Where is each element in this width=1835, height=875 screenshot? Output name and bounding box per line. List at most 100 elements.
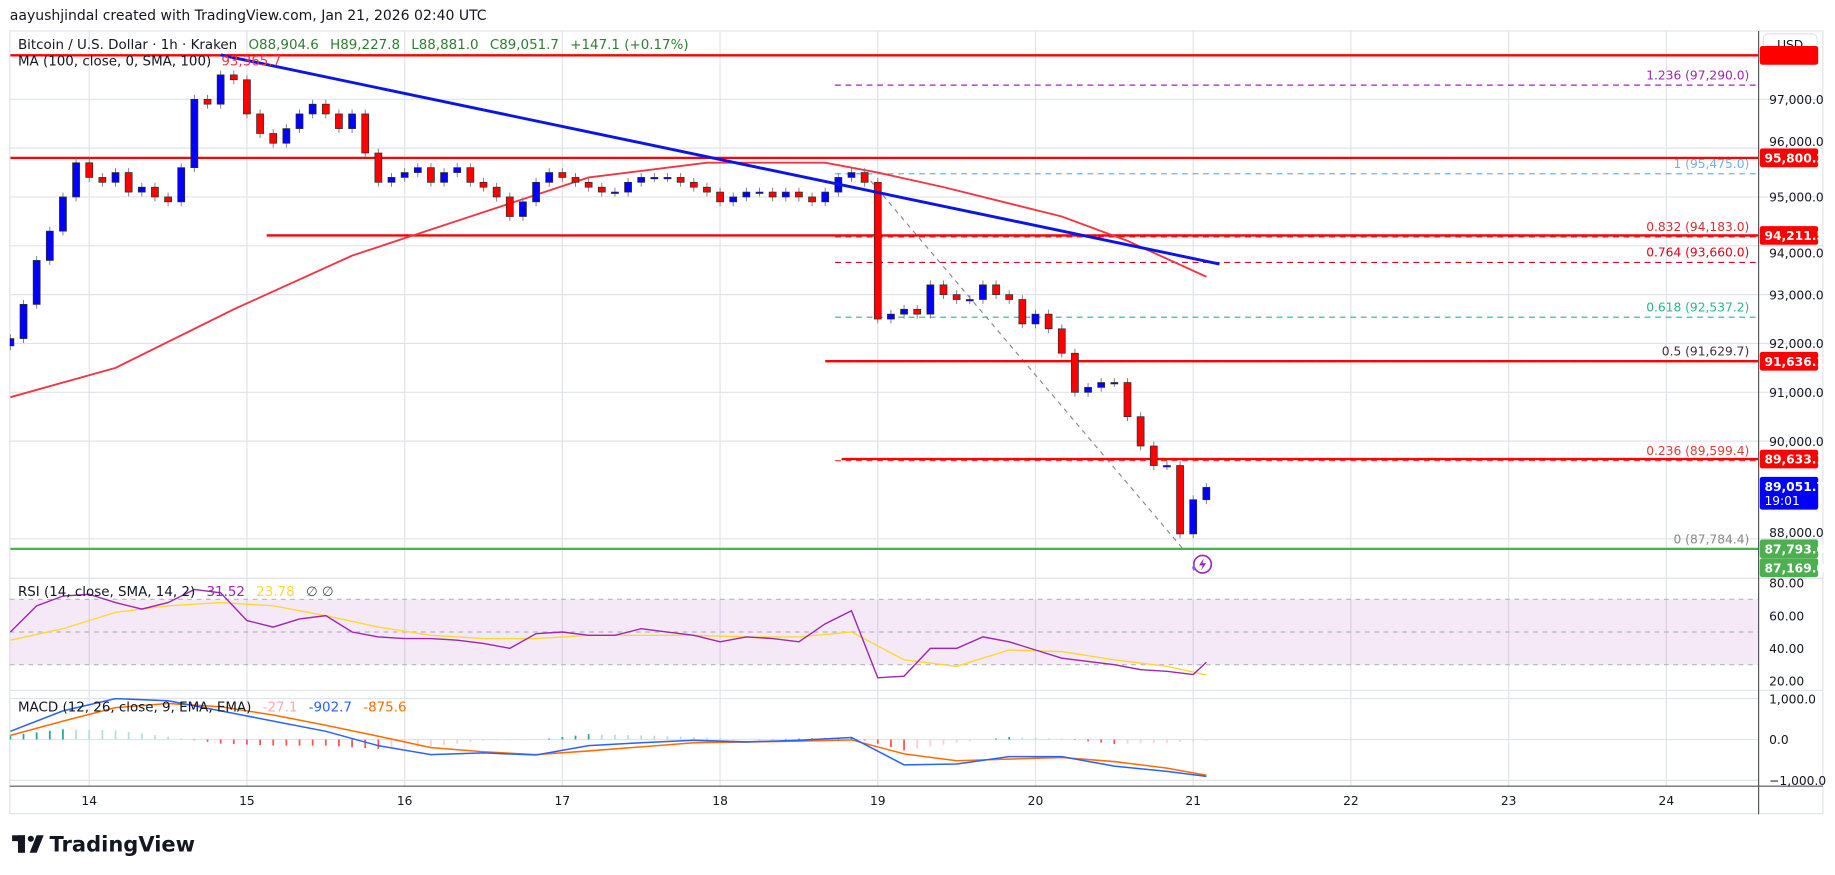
candle[interactable] bbox=[151, 182, 159, 202]
candle[interactable] bbox=[597, 182, 606, 197]
candle[interactable] bbox=[413, 163, 422, 177]
candle[interactable] bbox=[321, 99, 330, 119]
candle[interactable] bbox=[243, 75, 251, 119]
candle[interactable] bbox=[256, 109, 264, 138]
candle[interactable] bbox=[979, 280, 987, 304]
candle[interactable] bbox=[85, 158, 94, 182]
candle[interactable] bbox=[1176, 461, 1184, 539]
candle[interactable] bbox=[374, 148, 383, 187]
candle[interactable] bbox=[479, 177, 488, 192]
candle[interactable] bbox=[124, 168, 133, 197]
candle[interactable] bbox=[952, 290, 961, 304]
candle[interactable] bbox=[1149, 441, 1158, 470]
lightning-alert-icon[interactable] bbox=[1192, 554, 1213, 574]
candle[interactable] bbox=[1071, 348, 1079, 397]
candle[interactable] bbox=[1202, 483, 1211, 505]
candle[interactable] bbox=[768, 187, 777, 202]
candle[interactable] bbox=[900, 304, 908, 319]
macd-pane[interactable] bbox=[9, 697, 1208, 778]
candle[interactable] bbox=[282, 124, 291, 148]
candle[interactable] bbox=[137, 182, 146, 197]
candle[interactable] bbox=[887, 309, 895, 324]
candle[interactable] bbox=[45, 226, 54, 265]
candle[interactable] bbox=[795, 187, 803, 202]
trendline[interactable] bbox=[220, 53, 1220, 266]
candle[interactable] bbox=[1044, 309, 1053, 334]
candle[interactable] bbox=[716, 187, 724, 207]
candle[interactable] bbox=[926, 280, 935, 319]
symbol-legend[interactable]: Bitcoin / U.S. Dollar · 1h · Kraken O88,… bbox=[18, 38, 689, 53]
candle[interactable] bbox=[1136, 412, 1145, 451]
candle[interactable] bbox=[400, 168, 409, 182]
candle[interactable] bbox=[611, 187, 619, 197]
candle[interactable] bbox=[1097, 378, 1106, 392]
candle[interactable] bbox=[847, 168, 856, 182]
candle[interactable] bbox=[1123, 378, 1132, 422]
candle[interactable] bbox=[269, 129, 278, 148]
price-pane[interactable]: 1.236 (97,290.0) 1 (95,475.0) 0.832 (94,18… bbox=[7, 53, 1759, 551]
candle[interactable] bbox=[584, 177, 593, 192]
candle[interactable] bbox=[466, 163, 475, 187]
candle[interactable] bbox=[111, 168, 120, 187]
candle[interactable] bbox=[624, 177, 632, 197]
candle[interactable] bbox=[453, 163, 462, 177]
candle[interactable] bbox=[335, 109, 343, 133]
rsi-legend[interactable]: RSI (14, close, SMA, 14, 2) 31.52 23.78 … bbox=[18, 585, 334, 600]
candle[interactable] bbox=[19, 299, 28, 343]
candle[interactable] bbox=[965, 295, 974, 304]
candle[interactable] bbox=[177, 163, 186, 207]
ma-legend[interactable]: MA (100, close, 0, SMA, 100) 93,365.7 bbox=[18, 54, 281, 69]
candle[interactable] bbox=[637, 173, 646, 187]
candle[interactable] bbox=[387, 173, 396, 187]
candle[interactable] bbox=[440, 168, 448, 187]
candle[interactable] bbox=[939, 280, 948, 300]
candle[interactable] bbox=[663, 173, 672, 182]
candle[interactable] bbox=[361, 109, 370, 158]
candle[interactable] bbox=[190, 94, 199, 173]
candle[interactable] bbox=[781, 187, 790, 202]
candle[interactable] bbox=[873, 177, 882, 324]
candle[interactable] bbox=[742, 187, 751, 202]
candle[interactable] bbox=[295, 109, 304, 133]
candle[interactable] bbox=[348, 109, 356, 133]
candle[interactable] bbox=[32, 256, 41, 309]
candle[interactable] bbox=[808, 192, 816, 207]
candle[interactable] bbox=[1031, 309, 1040, 329]
rsi-pane[interactable] bbox=[9, 588, 1207, 679]
candle[interactable] bbox=[427, 163, 435, 187]
candle[interactable] bbox=[98, 173, 107, 187]
candle[interactable] bbox=[505, 192, 514, 221]
candle[interactable] bbox=[1189, 495, 1198, 539]
macd-legend[interactable]: MACD (12, 26, close, 9, EMA, EMA) -27.1 … bbox=[18, 700, 407, 715]
candle[interactable] bbox=[703, 182, 711, 197]
candle[interactable] bbox=[860, 168, 869, 187]
candle[interactable] bbox=[571, 173, 580, 187]
candle[interactable] bbox=[545, 168, 554, 187]
candle[interactable] bbox=[1018, 295, 1027, 329]
candle[interactable] bbox=[650, 173, 659, 182]
candle[interactable] bbox=[755, 187, 764, 197]
candle[interactable] bbox=[913, 304, 922, 319]
candle[interactable] bbox=[992, 280, 1000, 300]
candle[interactable] bbox=[1110, 378, 1119, 387]
candle[interactable] bbox=[229, 70, 238, 85]
candle[interactable] bbox=[59, 192, 67, 236]
candle[interactable] bbox=[532, 177, 540, 207]
candle[interactable] bbox=[1084, 383, 1092, 397]
candle[interactable] bbox=[676, 173, 685, 187]
candle[interactable] bbox=[72, 158, 80, 202]
candle[interactable] bbox=[216, 70, 225, 109]
candle[interactable] bbox=[689, 177, 698, 192]
candle[interactable] bbox=[7, 334, 15, 351]
candle[interactable] bbox=[519, 197, 527, 221]
candle[interactable] bbox=[1163, 461, 1171, 470]
candle[interactable] bbox=[558, 168, 567, 182]
candle[interactable] bbox=[203, 94, 212, 109]
candle[interactable] bbox=[164, 192, 172, 207]
candle[interactable] bbox=[1057, 324, 1066, 358]
candle[interactable] bbox=[821, 187, 830, 207]
candle[interactable] bbox=[729, 192, 738, 207]
candle[interactable] bbox=[308, 99, 317, 119]
candle[interactable] bbox=[492, 182, 501, 202]
